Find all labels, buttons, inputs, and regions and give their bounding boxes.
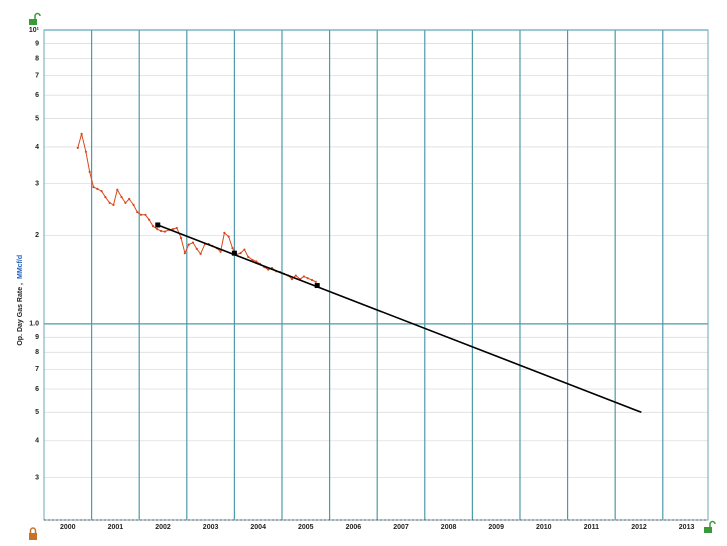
data-point [302, 275, 305, 278]
x-tick-label: 2007 [393, 524, 409, 531]
data-point [151, 225, 155, 228]
data-point [294, 274, 297, 277]
x-tick-label: 2006 [346, 524, 362, 531]
data-point [195, 247, 198, 250]
y-tick-label: 6 [35, 386, 39, 393]
series-line [157, 224, 642, 414]
x-tick-label: 2002 [155, 524, 171, 531]
data-point [191, 241, 195, 244]
data-point [306, 277, 309, 280]
data-point [88, 170, 91, 173]
data-point [183, 252, 186, 255]
data-point [243, 248, 246, 251]
data-point [175, 226, 178, 230]
y-tick-label: 5 [35, 409, 39, 416]
y-tick-label: 2 [35, 232, 39, 239]
lock-body [29, 19, 37, 25]
data-point [120, 195, 123, 199]
y-tick-label: 10¹ [29, 27, 40, 34]
data-point [223, 231, 226, 234]
data-point [163, 230, 167, 233]
x-tick-label: 2004 [250, 524, 266, 531]
data-point [148, 218, 151, 221]
data-point [187, 243, 190, 246]
y-tick-label: 3 [35, 474, 39, 481]
x-tick-label: 2003 [203, 524, 219, 531]
data-point [239, 252, 242, 255]
data-point [132, 203, 135, 206]
data-point [171, 228, 175, 231]
anchor-marker [231, 250, 237, 256]
lock-shackle [34, 12, 41, 19]
data-point [159, 229, 163, 233]
x-tick-label: 2000 [60, 524, 76, 531]
y-axis-title: Op. Day Gas Rate , MMcf/d [17, 255, 24, 346]
anchor-marker [314, 283, 320, 289]
lock-icon[interactable] [29, 12, 41, 26]
y-tick-label: 3 [35, 180, 39, 187]
data-point [100, 189, 103, 193]
data-point [92, 185, 95, 189]
y-axis-unit: MMcf/d [17, 255, 24, 279]
data-point [96, 187, 99, 190]
lock-body [704, 527, 712, 533]
data-point [290, 277, 294, 281]
data-point [179, 236, 183, 240]
data-point [108, 201, 111, 204]
data-point [227, 235, 230, 238]
x-tick-label: 2005 [298, 524, 314, 531]
data-point [144, 213, 147, 216]
y-tick-label: 4 [35, 438, 39, 445]
data-point [310, 278, 314, 282]
data-point [84, 150, 87, 153]
y-tick-label: 4 [35, 144, 39, 151]
y-tick-label: 8 [35, 55, 39, 62]
x-tick-label: 2008 [441, 524, 457, 531]
data-point [267, 268, 270, 271]
data-point [251, 258, 254, 262]
data-point [199, 252, 202, 255]
x-tick-label: 2012 [631, 524, 647, 531]
data-point [314, 280, 317, 283]
x-tick-label: 2001 [108, 524, 124, 531]
y-tick-label: 7 [35, 72, 39, 79]
data-point [136, 211, 139, 214]
y-axis-label: Op. Day Gas Rate , [17, 283, 24, 346]
lock-shackle [29, 527, 37, 533]
y-tick-label: 6 [35, 92, 39, 99]
y-tick-label: 7 [35, 366, 39, 373]
data-point [231, 247, 234, 250]
x-tick-label: 2009 [488, 524, 504, 531]
data-point [219, 250, 222, 253]
data-point [247, 255, 250, 258]
y-tick-label: 8 [35, 349, 39, 356]
data-point [124, 201, 127, 204]
anchor-marker [155, 222, 161, 228]
data-point [128, 197, 131, 201]
data-point [80, 132, 83, 136]
data-point [116, 188, 119, 191]
x-tick-label: 2010 [536, 524, 552, 531]
lock-icon[interactable] [29, 527, 37, 540]
y-tick-label: 9 [35, 334, 39, 341]
x-tick-label: 2013 [679, 524, 695, 531]
y-tick-label: 5 [35, 115, 39, 122]
y-tick-label: 1.0 [29, 321, 39, 328]
lock-body [29, 533, 37, 540]
data-point [140, 213, 143, 216]
x-tick-label: 2011 [584, 524, 599, 531]
y-tick-label: 9 [35, 40, 39, 47]
data-point [156, 228, 159, 231]
lock-icon[interactable] [704, 520, 716, 534]
lock-shackle [709, 520, 716, 527]
data-point [104, 195, 107, 199]
data-point [112, 203, 115, 206]
data-point [76, 146, 79, 149]
data-point [255, 260, 258, 263]
